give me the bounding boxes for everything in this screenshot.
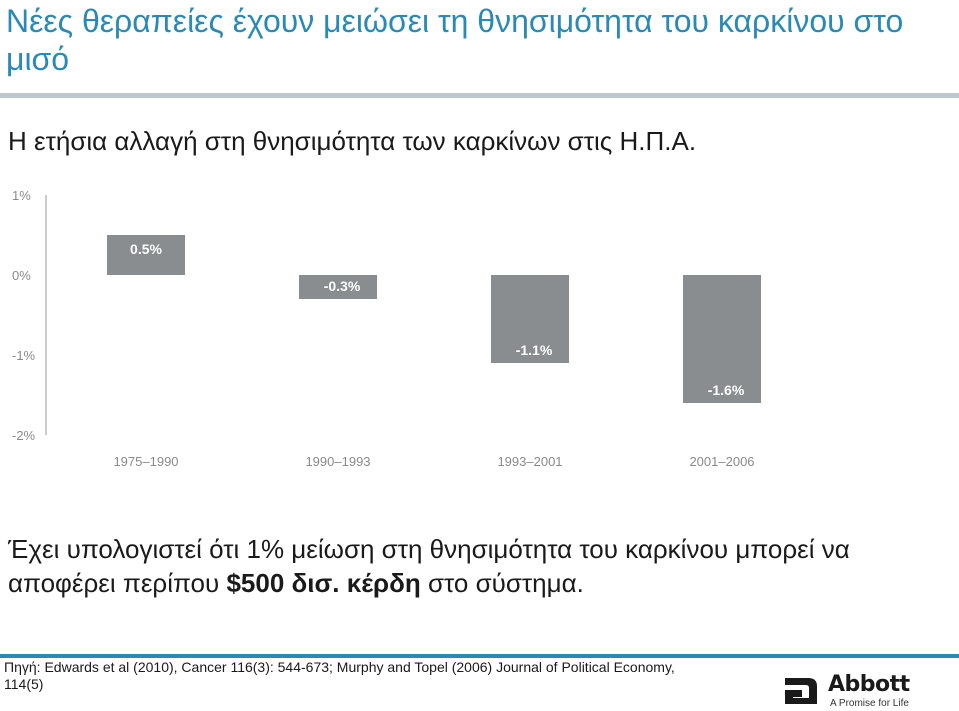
x-tick-label: 1993–2001 [497, 454, 562, 469]
note-text: Έχει υπολογιστεί ότι 1% μείωση στη θνησι… [8, 534, 850, 598]
abbott-logo: Abbott A Promise for Life [782, 672, 942, 710]
bar-value-label: -1.6% [708, 382, 745, 398]
chart-subtitle: Η ετήσια αλλαγή στη θνησιμότητα των καρκ… [8, 126, 697, 156]
bar [107, 235, 185, 275]
bar-value-label: -1.1% [516, 342, 553, 358]
y-tick-label: -2% [12, 428, 36, 443]
y-tick-label: 0% [12, 268, 31, 283]
abbott-logo-mark-icon [785, 678, 817, 704]
bar-value-label: -0.3% [324, 278, 361, 294]
y-tick-label: -1% [12, 348, 36, 363]
y-tick-label: 1% [12, 188, 31, 203]
title-divider [0, 93, 959, 98]
bar-value-label: 0.5% [130, 241, 162, 257]
bar [299, 275, 377, 299]
footer-divider [0, 654, 959, 658]
bar [491, 275, 569, 363]
note-highlight: $500 δισ. κέρδη [226, 568, 421, 598]
note-text-end: στο σύστημα. [420, 568, 584, 598]
x-tick-label: 2001–2006 [689, 454, 754, 469]
logo-tagline: A Promise for Life [830, 698, 909, 709]
bar-chart: 1% 0% -1% -2% 0.5% -0.3% -1.1% -1.6% 1975–1990… [12, 188, 761, 469]
bar [683, 275, 761, 403]
y-axis: 1% 0% -1% -2% [12, 188, 47, 443]
x-tick-label: 1990–1993 [305, 454, 370, 469]
source-citation: Πηγή: Edwards et al (2010), Cancer 116(3… [4, 659, 675, 692]
x-tick-label: 1975–1990 [113, 454, 178, 469]
mortality-note: Έχει υπολογιστεί ότι 1% μείωση στη θνησι… [8, 532, 948, 600]
bars: 0.5% -0.3% -1.1% -1.6% [107, 235, 761, 403]
slide-title: Νέες θεραπείες έχουν μειώσει τη θνησιμότ… [6, 3, 904, 77]
logo-wordmark: Abbott [828, 672, 910, 697]
x-axis: 1975–1990 1990–1993 1993–2001 2001–2006 [113, 454, 754, 469]
